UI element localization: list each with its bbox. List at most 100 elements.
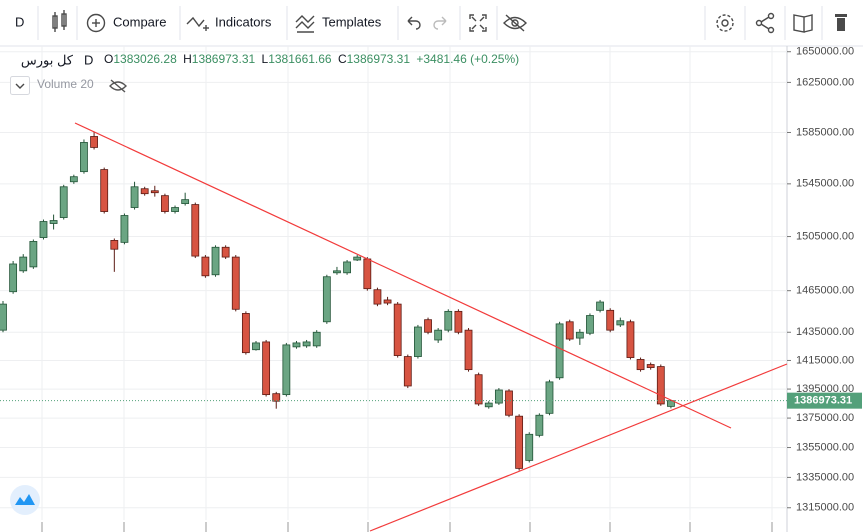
candle-body: [171, 207, 179, 212]
templates-button[interactable]: Templates: [322, 14, 382, 29]
y-tick-label: 1625000.00: [796, 76, 854, 88]
fullscreen-button[interactable]: [469, 14, 487, 32]
hide-button[interactable]: [503, 14, 527, 32]
open-value: 1383026.28: [113, 52, 177, 66]
candle-body: [69, 176, 78, 183]
grid: [0, 51, 787, 509]
candle-body: [363, 258, 372, 290]
symbol-name: کل بورس: [21, 52, 74, 68]
candle-body: [575, 331, 584, 339]
candle-body: [90, 136, 98, 148]
candle-body: [262, 341, 271, 396]
candle-body: [282, 344, 291, 396]
candle-body: [231, 256, 240, 310]
last-price-label: 1386973.31: [794, 395, 852, 407]
y-tick-label: 1335000.00: [796, 471, 854, 483]
candle-body: [656, 366, 665, 405]
y-tick-label: 1355000.00: [796, 441, 854, 453]
candle-body: [474, 374, 483, 405]
y-tick-label: 1375000.00: [796, 412, 854, 424]
interval-button[interactable]: D: [15, 14, 24, 29]
candle-body: [19, 256, 28, 272]
chart-type-button[interactable]: [52, 10, 67, 32]
candle-body: [626, 321, 635, 358]
candle-body: [525, 433, 534, 461]
vertical-grid: [41, 46, 773, 520]
candle-body: [484, 402, 493, 408]
candle-body: [515, 415, 524, 469]
candle-body: [535, 414, 544, 436]
ohlc-values: O1383026.28 H1386973.31 L1381661.66 C138…: [104, 52, 519, 66]
y-tick-label: 1505000.00: [796, 230, 854, 242]
candle-body: [353, 256, 362, 261]
candle-body: [0, 303, 7, 331]
price-axis: 1650000.00 1625000.00 1585000.00 1545000.00…: [787, 46, 862, 514]
candle-body: [555, 323, 564, 379]
compare-button[interactable]: Compare: [113, 14, 166, 29]
volume-label: Volume 20: [37, 77, 94, 91]
close-value: 1386973.31: [347, 52, 411, 66]
candle-body: [100, 169, 109, 212]
candle-body: [565, 321, 574, 340]
candle-body: [636, 359, 645, 371]
undo-button[interactable]: [407, 16, 421, 30]
candle-body: [545, 381, 554, 414]
delete-button[interactable]: [835, 14, 847, 31]
candle-body: [191, 204, 200, 257]
candle-body: [616, 320, 625, 326]
toolbar: D Compare Indicators Templates: [0, 0, 863, 47]
legend: کل بورس D O1383026.28 H1386973.31 L13816…: [10, 52, 519, 95]
candle-body: [150, 190, 159, 194]
indicators-button[interactable]: Indicators: [215, 14, 272, 29]
candle-body: [80, 142, 88, 173]
y-tick-label: 1545000.00: [796, 178, 854, 190]
candle-body: [241, 313, 250, 354]
y-tick-label: 1650000.00: [796, 46, 854, 58]
candle-body: [39, 221, 48, 238]
chevron: [15, 83, 25, 89]
candle-body: [272, 393, 281, 402]
candle-body: [120, 215, 129, 243]
collapse-button[interactable]: [10, 76, 30, 95]
last-price-box: [787, 392, 862, 409]
candle-body: [586, 315, 594, 334]
change-value: +3481.46 (+0.25%): [416, 52, 519, 66]
templates-icon[interactable]: [295, 15, 315, 33]
candle-body: [403, 356, 412, 387]
candle-body: [343, 261, 351, 274]
candle-body: [454, 310, 463, 333]
volume-hide-icon[interactable]: [109, 79, 127, 93]
candle-body: [59, 186, 68, 218]
candles: [0, 131, 787, 471]
candle-body: [322, 276, 331, 323]
y-tick-label: 1435000.00: [796, 326, 854, 338]
y-tick-label: 1465000.00: [796, 285, 854, 297]
indicators-icon[interactable]: [186, 16, 209, 31]
candle-body: [312, 331, 321, 347]
candle-body: [434, 329, 443, 341]
y-tick-label: 1315000.00: [796, 502, 854, 514]
candle-body: [49, 220, 58, 224]
compare-icon[interactable]: [86, 13, 106, 33]
trend-line[interactable]: [369, 363, 788, 532]
trend-line[interactable]: [74, 122, 732, 429]
candle-body: [9, 263, 18, 293]
candle-body: [221, 246, 230, 258]
settings-button[interactable]: [716, 14, 734, 32]
candle-body: [383, 299, 392, 304]
high-value: 1386973.31: [192, 52, 256, 66]
candle-body: [424, 319, 432, 333]
layout-button[interactable]: [793, 14, 813, 33]
logo: [10, 485, 40, 515]
candle-body: [302, 341, 311, 347]
low-label: L: [262, 52, 269, 66]
y-tick-label: 1415000.00: [796, 354, 854, 366]
candle-body: [110, 240, 119, 250]
candle-body: [140, 188, 149, 195]
candle-body: [161, 195, 169, 212]
redo-button[interactable]: [433, 16, 447, 30]
candle-body: [201, 256, 210, 277]
candle-body: [393, 303, 402, 356]
share-button[interactable]: [755, 12, 775, 34]
